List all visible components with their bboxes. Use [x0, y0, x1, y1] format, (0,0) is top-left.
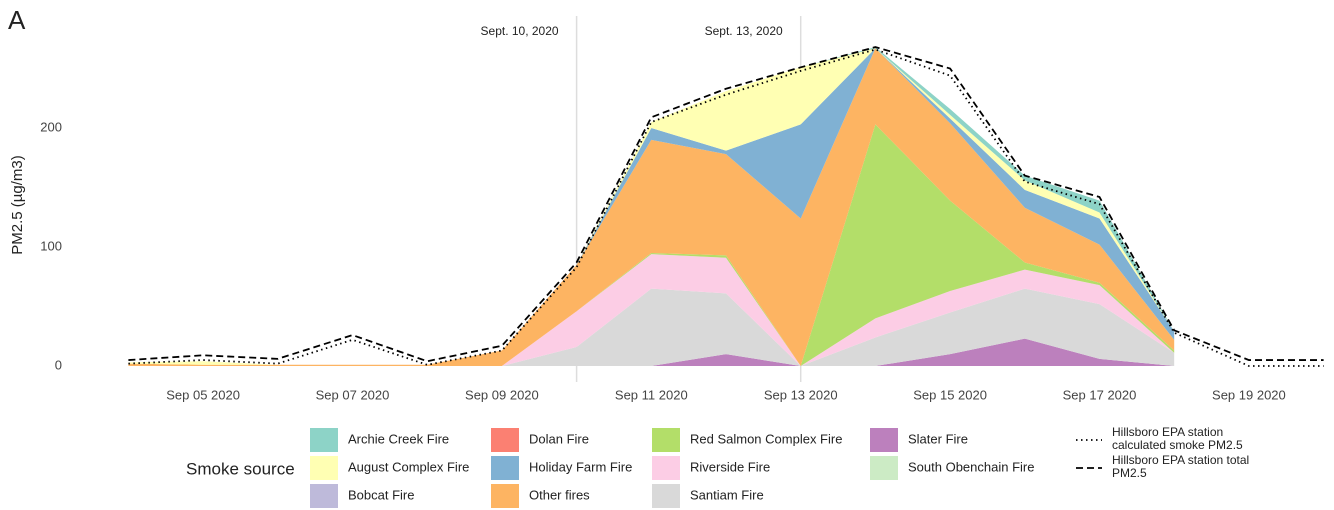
reference-label: Sept. 10, 2020 — [481, 24, 559, 38]
legend-label: Archie Creek Fire — [348, 431, 449, 446]
areas — [128, 47, 1175, 367]
panel-label: A — [8, 5, 26, 35]
y-tick-label: 200 — [40, 119, 62, 134]
legend-swatch — [310, 456, 338, 480]
line — [128, 46, 1324, 363]
x-tick-label: Sep 13 2020 — [764, 387, 838, 402]
area — [128, 288, 1175, 366]
x-tick-label: Sep 09 2020 — [465, 387, 539, 402]
y-axis-title: PM2.5 (µg/m3) — [9, 155, 26, 255]
y-tick-label: 0 — [55, 357, 62, 372]
legend-line-item: Hillsboro EPA station calculated smoke P… — [1112, 426, 1243, 452]
legend-swatch — [652, 484, 680, 508]
legend-label: Slater Fire — [908, 431, 968, 446]
x-tick-label: Sep 05 2020 — [166, 387, 240, 402]
legend-swatch — [310, 484, 338, 508]
area — [128, 48, 1175, 367]
legend-label: August Complex Fire — [348, 459, 469, 474]
y-tick-label: 100 — [40, 238, 62, 253]
legend-swatch — [652, 428, 680, 452]
legend-swatch — [870, 428, 898, 452]
legend-label: Hillsboro EPA station calculated smoke P… — [1112, 426, 1243, 452]
legend-label: Dolan Fire — [529, 431, 589, 446]
legend-label: Riverside Fire — [690, 459, 770, 474]
legend-line-item: Hillsboro EPA station total PM2.5 — [1112, 454, 1250, 480]
legend-swatch — [491, 484, 519, 508]
legend-swatch — [870, 456, 898, 480]
x-tick-label: Sep 19 2020 — [1212, 387, 1286, 402]
x-tick-label: Sep 11 2020 — [615, 387, 688, 402]
legend-swatch — [491, 456, 519, 480]
area — [128, 338, 1175, 366]
legend-label: Holiday Farm Fire — [529, 459, 632, 474]
legend-swatch — [652, 456, 680, 480]
area — [128, 124, 1175, 367]
x-tick-label: Sep 07 2020 — [316, 387, 390, 402]
legend-label: Red Salmon Complex Fire — [690, 431, 842, 446]
reference-label: Sept. 13, 2020 — [705, 24, 783, 38]
legend-label: Bobcat Fire — [348, 487, 414, 502]
legend-swatch — [491, 428, 519, 452]
legend-title: Smoke source — [186, 459, 295, 478]
legend-label: Santiam Fire — [690, 487, 764, 502]
x-tick-label: Sep 15 2020 — [913, 387, 987, 402]
legend-label: Other fires — [529, 487, 590, 502]
legend-swatch — [310, 428, 338, 452]
x-tick-label: Sep 17 2020 — [1063, 387, 1137, 402]
legend-label: Hillsboro EPA station total PM2.5 — [1112, 454, 1250, 480]
legend-label: South Obenchain Fire — [908, 459, 1034, 474]
area — [128, 254, 1175, 366]
